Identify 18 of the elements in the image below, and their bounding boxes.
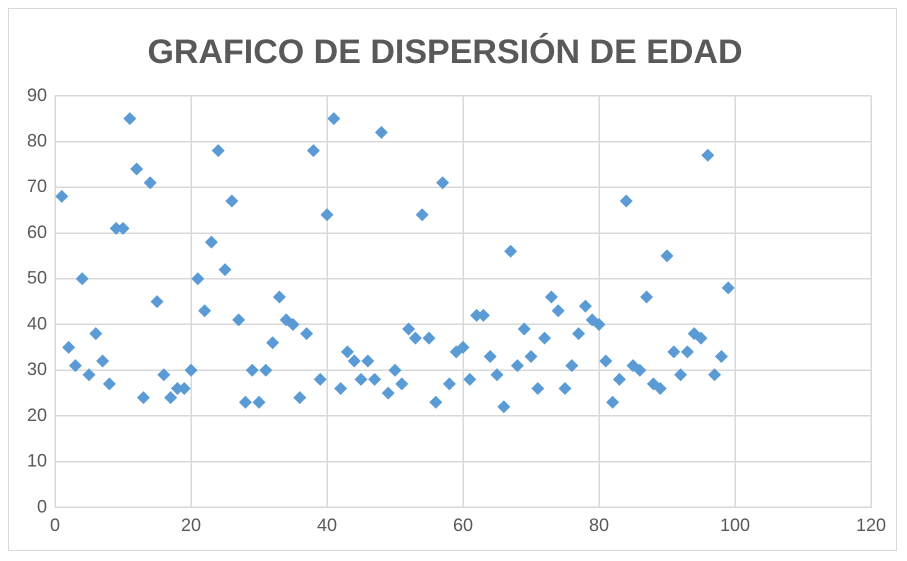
x-tick-label: 100 xyxy=(720,515,750,536)
x-tick-label: 120 xyxy=(856,515,886,536)
x-tick-label: 20 xyxy=(181,515,202,536)
y-tick-label: 50 xyxy=(26,268,48,288)
x-tick-label: 60 xyxy=(452,515,474,536)
y-tick-label: 0 xyxy=(37,496,48,516)
y-tick-label: 80 xyxy=(26,130,48,150)
y-tick-label: 30 xyxy=(26,359,48,380)
y-tick-label: 20 xyxy=(26,404,48,425)
y-tick-label: 10 xyxy=(26,450,48,471)
x-tick-label: 80 xyxy=(588,515,610,536)
y-tick-label: 60 xyxy=(26,222,48,242)
chart-title: GRAFICO DE DISPERSIÓN DE EDAD xyxy=(147,32,743,71)
y-tick-label: 70 xyxy=(26,176,48,196)
x-tick-label: 40 xyxy=(317,515,338,536)
y-tick-label: 90 xyxy=(26,84,48,105)
y-tick-label: 40 xyxy=(26,313,48,334)
x-tick-label: 0 xyxy=(50,515,60,536)
